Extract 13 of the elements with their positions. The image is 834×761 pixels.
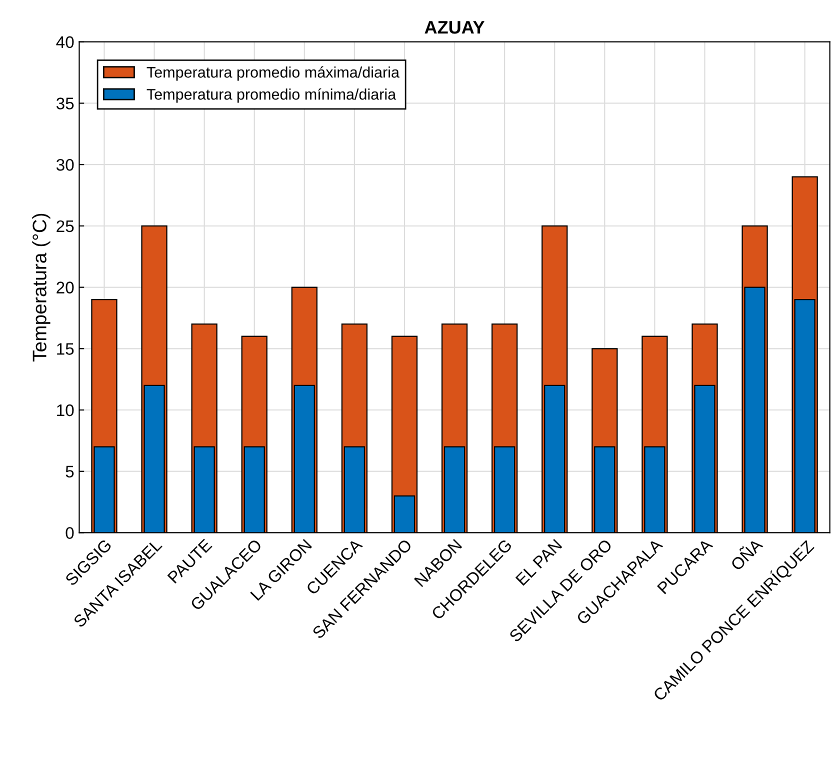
y-tick-label: 35: [56, 98, 74, 110]
legend-label: Temperatura promedio mínima/diaria: [146, 88, 396, 103]
legend-label: Temperatura promedio máxima/diaria: [146, 66, 400, 81]
y-tick-label: 10: [57, 404, 74, 416]
chart-title: AZUAY: [424, 21, 485, 34]
y-tick-label: 30: [56, 158, 74, 171]
y-tick-label: 0: [66, 527, 74, 539]
y-tick-label: 25: [56, 220, 74, 232]
y-tick-label: 15: [57, 343, 74, 355]
y-tick-label: 5: [66, 466, 74, 478]
y-tick-label: 20: [56, 282, 74, 294]
y-axis-title: Temperatura (°C): [32, 214, 50, 362]
y-tick-label: 40: [56, 36, 74, 48]
